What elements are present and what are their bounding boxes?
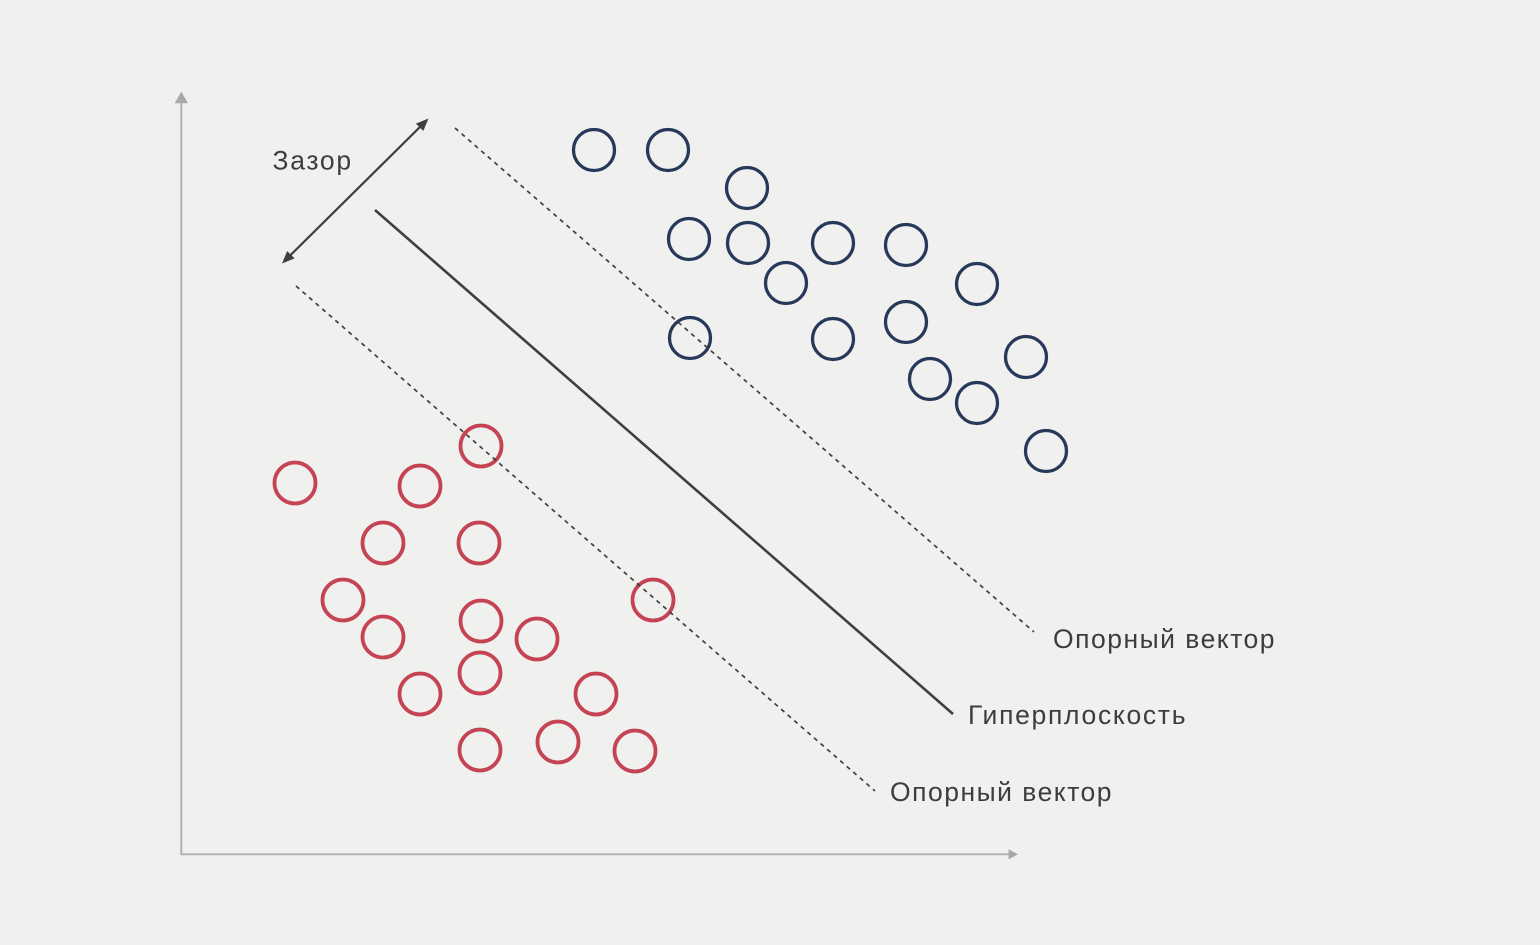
svg-text:Опорный вектор: Опорный вектор <box>890 777 1113 807</box>
svg-text:Опорный вектор: Опорный вектор <box>1053 624 1276 654</box>
svg-text:Гиперплоскость: Гиперплоскость <box>968 700 1187 730</box>
svg-text:Зазор: Зазор <box>273 146 353 176</box>
